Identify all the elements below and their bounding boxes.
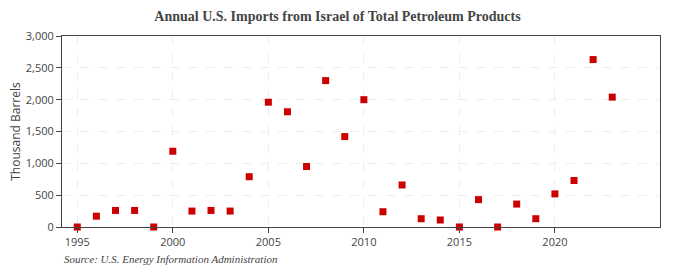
svg-text:500: 500 xyxy=(35,187,54,202)
svg-text:2010: 2010 xyxy=(351,234,376,249)
svg-text:2,500: 2,500 xyxy=(26,60,54,75)
svg-text:1,500: 1,500 xyxy=(26,123,54,138)
svg-text:1,000: 1,000 xyxy=(26,155,54,170)
svg-text:2005: 2005 xyxy=(256,234,281,249)
svg-text:Thousand Barrels: Thousand Barrels xyxy=(7,82,24,181)
svg-text:2020: 2020 xyxy=(542,234,567,249)
svg-text:Annual U.S. Imports from Israe: Annual U.S. Imports from Israel of Total… xyxy=(154,9,521,24)
svg-text:3,000: 3,000 xyxy=(26,28,54,43)
svg-text:0: 0 xyxy=(48,219,54,234)
svg-text:1995: 1995 xyxy=(65,234,90,249)
svg-text:2,000: 2,000 xyxy=(26,92,54,107)
svg-text:2000: 2000 xyxy=(160,234,185,249)
svg-text:2015: 2015 xyxy=(447,234,472,249)
svg-text:Source: U.S. Energy Informatio: Source: U.S. Energy Information Administ… xyxy=(64,253,278,265)
